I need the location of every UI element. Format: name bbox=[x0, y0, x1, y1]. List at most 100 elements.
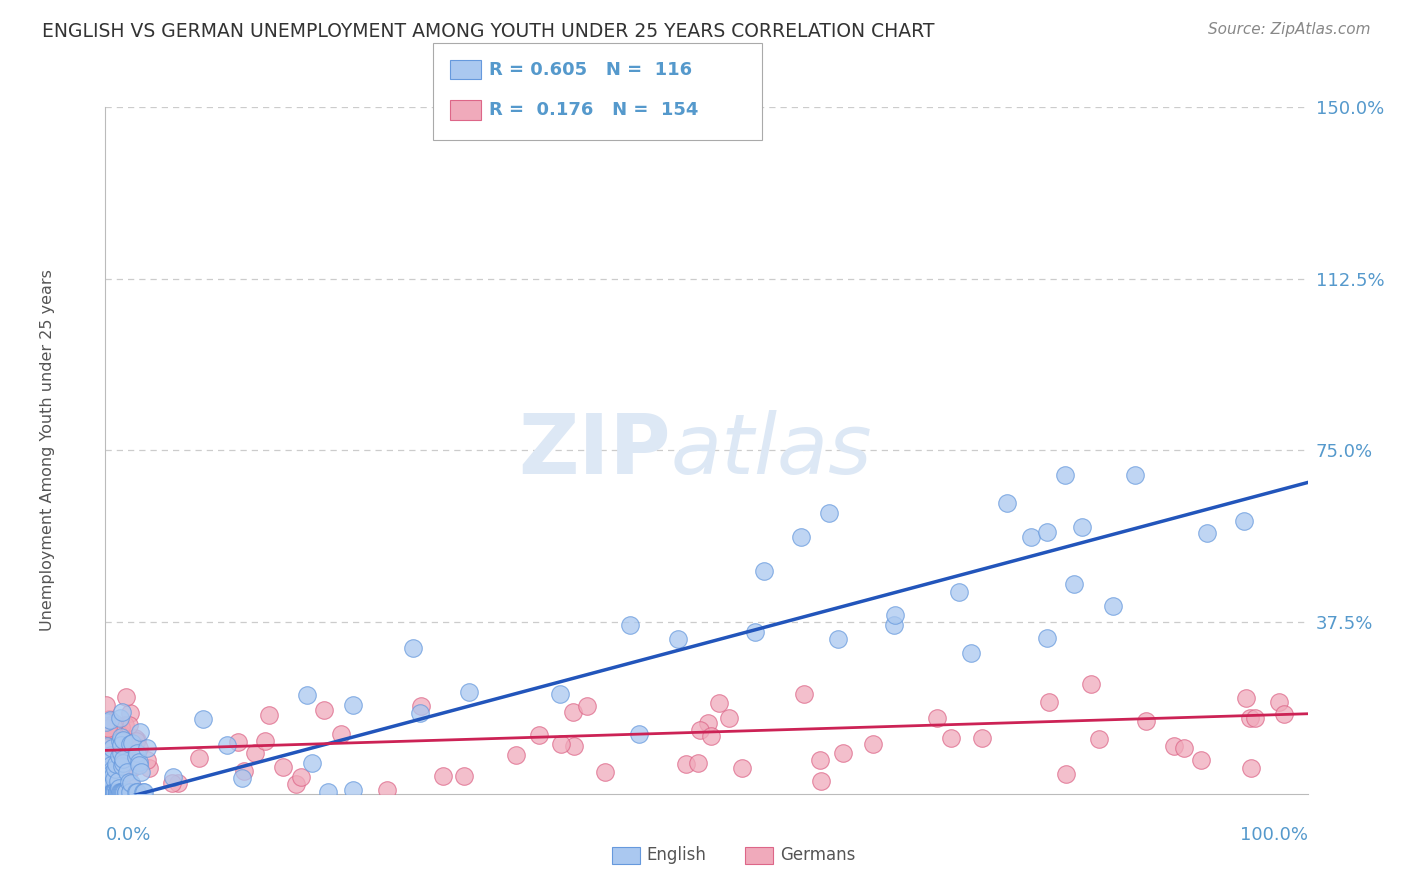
Point bbox=[107, 774, 129, 789]
Point bbox=[101, 768, 124, 782]
Point bbox=[103, 769, 125, 783]
Point bbox=[112, 752, 135, 766]
Point bbox=[101, 780, 124, 795]
Point bbox=[883, 608, 905, 623]
Point bbox=[118, 718, 141, 732]
Point bbox=[409, 706, 432, 720]
Point bbox=[96, 784, 118, 798]
Point bbox=[718, 711, 741, 725]
Point bbox=[101, 784, 124, 798]
Point bbox=[111, 732, 134, 747]
Point bbox=[160, 775, 183, 789]
Point bbox=[118, 775, 141, 789]
Point bbox=[104, 765, 127, 780]
Point bbox=[104, 728, 127, 742]
Point bbox=[103, 731, 125, 746]
Point bbox=[114, 718, 136, 732]
Point bbox=[120, 763, 142, 777]
Point bbox=[96, 766, 118, 780]
Point bbox=[686, 756, 709, 770]
Point bbox=[1063, 577, 1085, 591]
Point bbox=[689, 723, 711, 738]
Point bbox=[96, 749, 118, 764]
Point bbox=[108, 775, 131, 789]
Point bbox=[108, 761, 131, 775]
Point bbox=[101, 765, 124, 780]
Point bbox=[110, 784, 132, 798]
Point bbox=[505, 747, 527, 762]
Point bbox=[1272, 706, 1295, 721]
Text: R = 0.605   N =  116: R = 0.605 N = 116 bbox=[489, 61, 692, 78]
Point bbox=[970, 731, 993, 745]
Point bbox=[550, 687, 572, 701]
Point bbox=[112, 784, 135, 798]
Point bbox=[118, 737, 141, 751]
Point bbox=[100, 725, 122, 739]
Point bbox=[105, 762, 128, 776]
Text: Source: ZipAtlas.com: Source: ZipAtlas.com bbox=[1208, 22, 1371, 37]
Point bbox=[103, 784, 125, 798]
Point bbox=[138, 761, 160, 775]
Point bbox=[191, 712, 214, 726]
Point bbox=[827, 632, 849, 646]
Point bbox=[97, 764, 120, 778]
Point bbox=[111, 706, 134, 720]
Point bbox=[1123, 468, 1146, 483]
Point bbox=[97, 784, 120, 798]
Point bbox=[120, 784, 142, 798]
Point bbox=[1080, 677, 1102, 691]
Point bbox=[111, 753, 134, 767]
Point bbox=[120, 776, 142, 790]
Point bbox=[96, 748, 118, 763]
Point bbox=[1054, 767, 1077, 781]
Point bbox=[105, 784, 128, 798]
Point bbox=[316, 784, 339, 798]
Point bbox=[97, 737, 120, 751]
Point bbox=[101, 724, 124, 739]
Point bbox=[101, 718, 124, 732]
Point bbox=[136, 740, 159, 755]
Point bbox=[108, 711, 131, 725]
Point bbox=[94, 784, 117, 798]
Point bbox=[121, 754, 143, 768]
Point bbox=[215, 738, 238, 752]
Point bbox=[808, 754, 831, 768]
Point bbox=[375, 783, 398, 797]
Point bbox=[100, 758, 122, 772]
Point bbox=[103, 772, 125, 787]
Point bbox=[700, 729, 723, 743]
Point bbox=[593, 764, 616, 779]
Point bbox=[98, 786, 121, 800]
Point bbox=[1135, 714, 1157, 728]
Point bbox=[101, 766, 124, 780]
Text: ENGLISH VS GERMAN UNEMPLOYMENT AMONG YOUTH UNDER 25 YEARS CORRELATION CHART: ENGLISH VS GERMAN UNEMPLOYMENT AMONG YOU… bbox=[42, 22, 935, 41]
Point bbox=[793, 687, 815, 701]
Point bbox=[125, 734, 148, 748]
Point bbox=[128, 756, 150, 770]
Point bbox=[301, 756, 323, 771]
Point bbox=[110, 786, 132, 800]
Point bbox=[97, 770, 120, 784]
Point bbox=[103, 715, 125, 730]
Point bbox=[101, 784, 124, 798]
Point bbox=[561, 705, 583, 719]
Point bbox=[101, 784, 124, 798]
Point bbox=[125, 749, 148, 764]
Point bbox=[253, 734, 276, 748]
Point bbox=[104, 755, 127, 769]
Point bbox=[167, 776, 190, 790]
Point bbox=[409, 698, 432, 713]
Point bbox=[115, 783, 138, 797]
Point bbox=[97, 742, 120, 756]
Point bbox=[96, 746, 118, 760]
Point bbox=[98, 784, 121, 798]
Point bbox=[402, 640, 425, 655]
Point bbox=[112, 761, 135, 775]
Point bbox=[118, 706, 141, 721]
Point bbox=[98, 786, 121, 800]
Point bbox=[342, 783, 364, 797]
Point bbox=[162, 770, 184, 784]
Point bbox=[1070, 520, 1092, 534]
Point bbox=[98, 751, 121, 765]
Point bbox=[115, 752, 138, 766]
